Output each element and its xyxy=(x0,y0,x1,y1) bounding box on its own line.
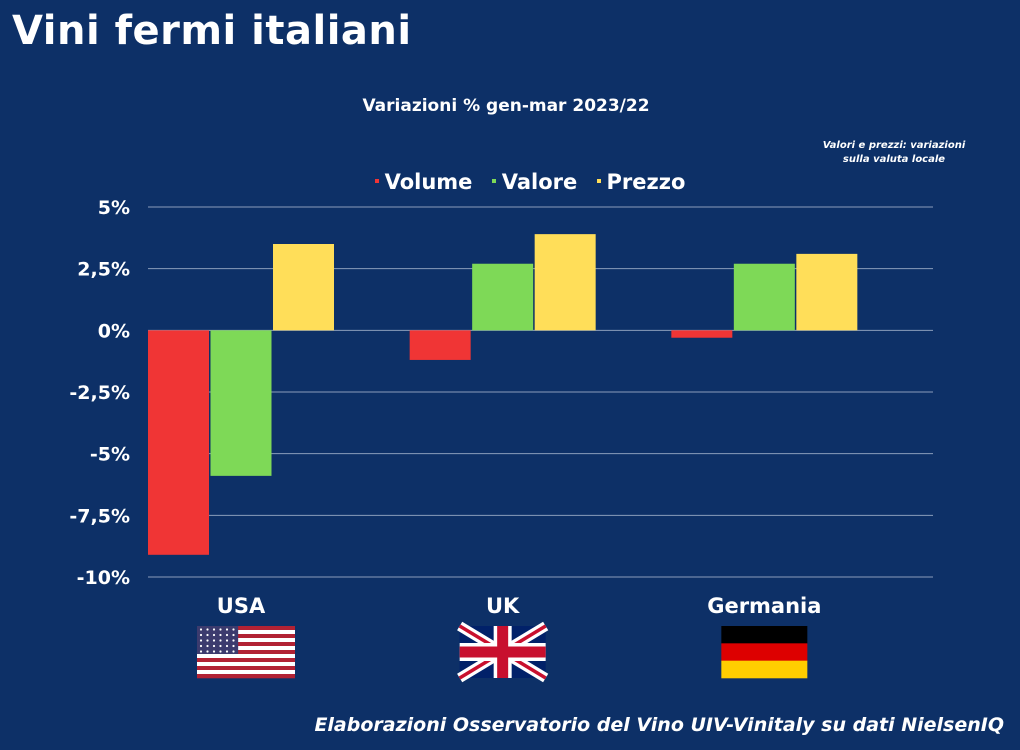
flag-star xyxy=(225,650,229,653)
x-category-label: USA xyxy=(217,594,266,618)
y-tick-label: -7,5% xyxy=(69,505,130,527)
legend-marker-valore xyxy=(491,179,496,183)
legend-item-volume: Volume xyxy=(374,170,473,194)
bar-valore-germania xyxy=(733,263,795,331)
chart-legend: Volume Valore Prezzo xyxy=(0,170,1020,194)
chart-subtitle: Variazioni % gen-mar 2023/22 xyxy=(362,96,650,116)
flag-stripe xyxy=(197,662,295,667)
note-line-2: sulla valuta locale xyxy=(842,154,946,165)
source-note: Elaborazioni Osservatorio del Vino UIV-V… xyxy=(314,714,1004,736)
flag-star xyxy=(199,644,203,648)
legend-label-valore: Valore xyxy=(501,170,578,194)
legend-marker-volume xyxy=(374,179,379,183)
flag-star xyxy=(206,644,209,648)
y-tick-label: -5% xyxy=(90,444,130,466)
flag-star xyxy=(212,633,216,637)
flag-star xyxy=(219,628,222,631)
flag-stripe xyxy=(197,638,295,643)
flag-star xyxy=(232,650,235,653)
flag-star xyxy=(212,628,216,631)
flag-star xyxy=(225,639,229,642)
flag-stripe xyxy=(197,634,295,639)
flag-stripe xyxy=(197,630,295,635)
germany-flag-icon xyxy=(721,626,808,679)
flag-star xyxy=(199,628,203,631)
legend-label-prezzo: Prezzo xyxy=(606,170,686,194)
flag-stripe xyxy=(197,654,295,659)
y-tick-label: 0% xyxy=(98,320,130,342)
flag-star xyxy=(219,650,222,653)
y-tick-label: 2,5% xyxy=(77,259,130,281)
flag-star xyxy=(232,644,235,648)
y-tick-label: 5% xyxy=(98,197,130,219)
flag-stripe xyxy=(197,646,295,651)
flag-star xyxy=(232,639,235,642)
bar-prezzo-germania xyxy=(796,253,858,331)
flag-stripe xyxy=(197,658,295,663)
y-tick-label: -2,5% xyxy=(69,382,130,404)
flag-star xyxy=(225,633,229,637)
bar-valore-uk xyxy=(472,263,534,331)
y-tick-label: -10% xyxy=(77,567,130,589)
flag-star xyxy=(225,644,229,648)
legend-label-volume: Volume xyxy=(384,170,473,194)
flag-star xyxy=(225,628,229,631)
flag-star xyxy=(219,644,222,648)
flag-stripe xyxy=(197,674,295,679)
flag-star xyxy=(199,650,203,653)
flag-star xyxy=(212,639,216,642)
uk-flag-icon xyxy=(457,621,549,683)
bar-volume-germania xyxy=(671,330,733,338)
flag-stripe xyxy=(197,642,295,647)
flag-star xyxy=(219,639,222,642)
flag-star xyxy=(199,639,203,642)
flag-star xyxy=(212,644,216,648)
us-flag-icon xyxy=(197,626,295,679)
legend-item-valore: Valore xyxy=(491,170,578,194)
bar-volume-usa xyxy=(148,330,209,555)
chart-note: Valori e prezzi: variazioni sulla valuta… xyxy=(804,139,984,167)
flag-stripe xyxy=(197,650,295,655)
flag-star xyxy=(206,633,209,637)
bar-valore-usa xyxy=(210,330,272,476)
flag-star xyxy=(232,633,235,637)
flag-stripe xyxy=(197,666,295,671)
flag-star xyxy=(232,628,235,631)
flag-star xyxy=(199,633,203,637)
bar-volume-uk xyxy=(409,330,471,360)
flag-star xyxy=(219,633,222,637)
flag-stripe xyxy=(197,626,295,631)
page-title: Vini fermi italiani xyxy=(12,8,412,54)
flag-canton xyxy=(197,626,239,654)
legend-marker-prezzo xyxy=(596,179,601,183)
note-line-1: Valori e prezzi: variazioni xyxy=(822,140,966,151)
bar-prezzo-usa xyxy=(273,244,334,331)
flag-band xyxy=(721,643,808,661)
x-category-label: UK xyxy=(486,594,520,618)
bar-prezzo-uk xyxy=(534,234,596,331)
legend-item-prezzo: Prezzo xyxy=(596,170,686,194)
x-category-label: Germania xyxy=(707,594,821,618)
flag-star xyxy=(206,650,209,653)
flag-stripe xyxy=(197,670,295,675)
flag-cross-red xyxy=(459,646,546,658)
flag-band xyxy=(721,626,808,644)
flag-star xyxy=(212,650,216,653)
flag-star xyxy=(206,628,209,631)
flag-band xyxy=(721,660,808,679)
flag-star xyxy=(206,639,209,642)
